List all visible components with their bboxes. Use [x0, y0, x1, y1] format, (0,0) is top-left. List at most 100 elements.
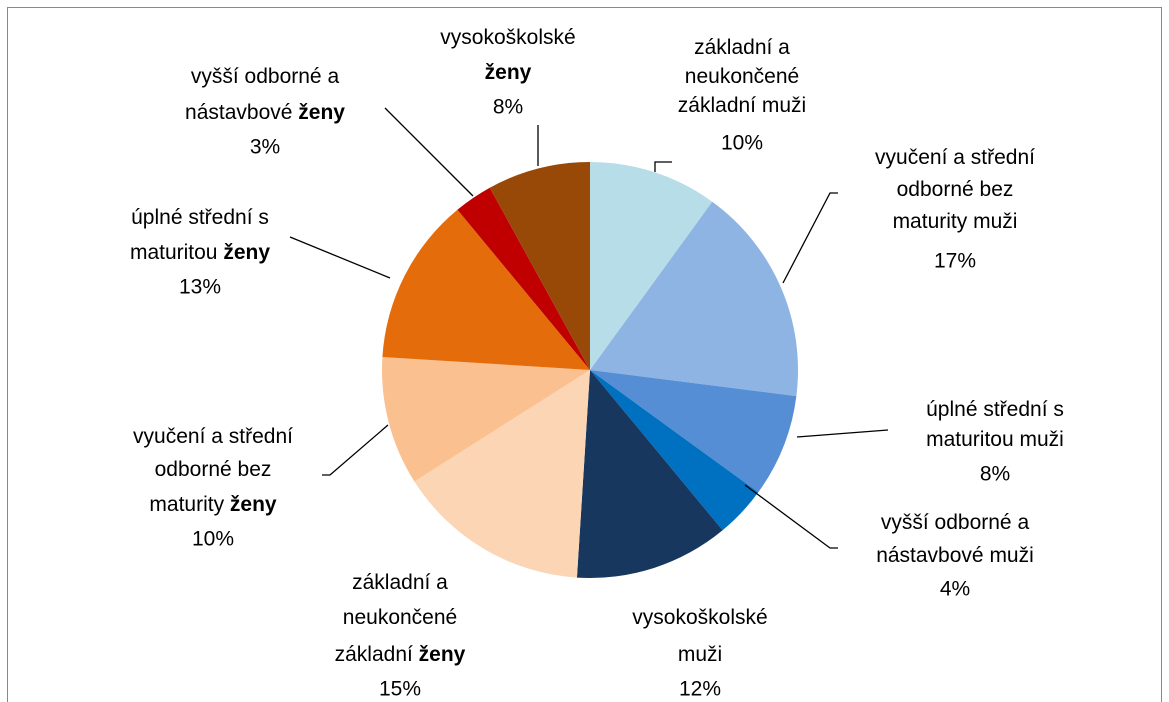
label-line: odborné bez	[897, 178, 1014, 201]
label-word: nástavbové	[185, 101, 292, 124]
label-word: nástavbové	[876, 544, 983, 567]
label-word: a	[947, 146, 965, 169]
label-word: a	[205, 425, 223, 448]
leader-line	[796, 429, 889, 438]
label-word: ženy	[413, 643, 466, 666]
label-word: vysokoškolské	[440, 26, 575, 49]
pie-slice	[382, 209, 590, 370]
leader-line	[654, 161, 672, 172]
label-line: úplné střední s	[131, 206, 269, 229]
pie-slice	[590, 370, 759, 531]
pie-slice	[590, 201, 798, 397]
label-word: střední	[183, 206, 253, 229]
label-word: muži	[984, 544, 1034, 567]
label-word: ženy	[224, 493, 277, 516]
value-label: 4%	[940, 578, 970, 601]
category-label: základní a neukončené základní muži	[678, 36, 806, 117]
label-word: neukončené	[685, 65, 799, 88]
label-line: maturitou muži	[926, 428, 1064, 451]
label-word: vysokoškolské	[632, 606, 767, 629]
label-word: střední	[965, 146, 1035, 169]
label-line: vysokoškolské	[440, 26, 575, 49]
value-label: 10%	[721, 132, 763, 155]
label-word: a	[322, 65, 340, 88]
value-label: 8%	[980, 463, 1010, 486]
label-line: ženy	[485, 61, 532, 84]
value-label: 10%	[192, 528, 234, 551]
category-label: vyučení a střední odborné bez maturity muž…	[875, 146, 1035, 233]
value-label: 15%	[379, 678, 421, 701]
label-word: vyučení	[133, 425, 206, 448]
label-line: vyučení a střední	[875, 146, 1035, 169]
label-word: odborné	[897, 178, 974, 201]
pie-slice	[590, 370, 797, 493]
label-word: vyšší	[191, 65, 239, 88]
label-word: úplné	[926, 398, 977, 421]
label-line: muži	[678, 643, 722, 666]
label-word: bez	[232, 458, 272, 481]
label-line: nástavbové muži	[876, 544, 1034, 567]
label-word: maturitou	[130, 241, 218, 264]
label-word: maturity	[149, 493, 224, 516]
label-word: muži	[678, 643, 722, 666]
label-line: neukončené	[685, 65, 799, 88]
category-label: vysokoškolské ženy	[440, 26, 575, 84]
category-label: úplné střední s maturitou ženy	[130, 206, 270, 264]
label-line: maturity muži	[893, 210, 1018, 233]
label-line: vyšší odborné a	[191, 65, 340, 88]
category-label: základní a neukončené základní ženy	[335, 571, 466, 666]
label-line: základní a	[352, 571, 448, 594]
leader-line	[322, 424, 389, 476]
value-label: 17%	[934, 250, 976, 273]
label-word: odborné	[239, 65, 322, 88]
label-word: střední	[978, 398, 1048, 421]
label-word: a	[1012, 511, 1030, 534]
label-word: ženy	[485, 61, 532, 84]
label-line: neukončené	[343, 606, 457, 629]
label-word: muži	[756, 94, 806, 117]
value-label: 13%	[179, 276, 221, 299]
label-word: muži	[1014, 428, 1064, 451]
pie-slice	[457, 187, 590, 370]
label-word: neukončené	[343, 606, 457, 629]
label-line: vysokoškolské	[632, 606, 767, 629]
label-line: základní a	[694, 36, 790, 59]
label-word: střední	[223, 425, 293, 448]
pie-slice	[576, 370, 723, 578]
label-word: úplné	[131, 206, 182, 229]
leader-line	[782, 192, 838, 284]
label-line: maturity ženy	[149, 493, 277, 516]
leader-line	[384, 107, 474, 197]
value-label: 3%	[250, 136, 280, 159]
label-word: bez	[974, 178, 1014, 201]
label-word: odborné	[155, 458, 232, 481]
label-word: a	[772, 36, 790, 59]
label-word: odborné	[929, 511, 1012, 534]
pie-slice	[382, 356, 590, 482]
label-word: základní	[694, 36, 772, 59]
pie-slice	[489, 162, 590, 370]
label-word: s	[1048, 398, 1064, 421]
label-word: ženy	[292, 101, 345, 124]
value-label: 8%	[493, 96, 523, 119]
category-label: vyšší odborné a nástavbové muži	[876, 511, 1034, 567]
label-line: základní muži	[678, 94, 806, 117]
leader-line	[744, 484, 838, 549]
label-word: ženy	[218, 241, 271, 264]
label-word: a	[430, 571, 448, 594]
label-word: základní	[352, 571, 430, 594]
pie-slice	[414, 370, 590, 578]
label-word: maturity	[893, 210, 968, 233]
label-line: vyučení a střední	[133, 425, 293, 448]
label-line: maturitou ženy	[130, 241, 270, 264]
category-label: vysokoškolské muži	[632, 606, 767, 666]
label-word: vyšší	[881, 511, 929, 534]
pie-slice	[590, 162, 713, 370]
label-line: vyšší odborné a	[881, 511, 1030, 534]
label-word: základní	[678, 94, 756, 117]
label-word: muži	[967, 210, 1017, 233]
label-word: základní	[335, 643, 413, 666]
category-label: úplné střední s maturitou muži	[926, 398, 1064, 451]
label-word: s	[253, 206, 269, 229]
